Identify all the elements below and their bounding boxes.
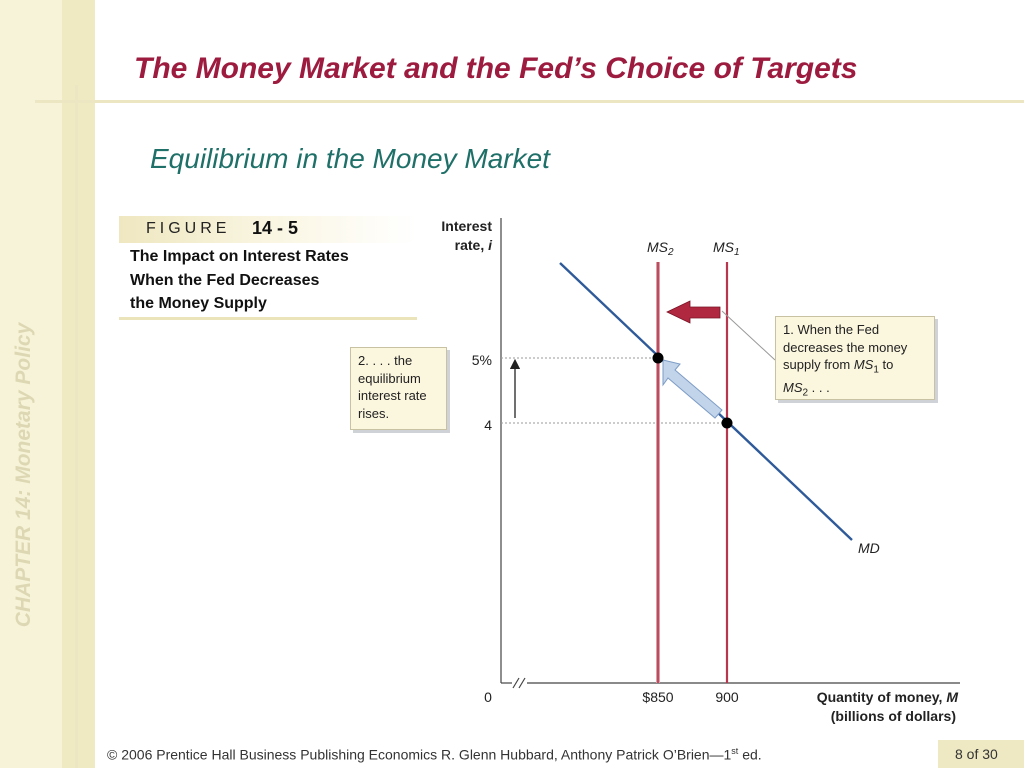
shift-left-arrow bbox=[666, 300, 721, 324]
equilibrium-point-new bbox=[652, 352, 664, 364]
x-axis-label: (billions of dollars) bbox=[831, 708, 956, 724]
axis-break-mark bbox=[512, 677, 520, 689]
note-line: decreases the money bbox=[783, 339, 908, 355]
figure-caption: The Impact on Interest Rates When the Fe… bbox=[130, 245, 349, 316]
y-tick-label: 4 bbox=[484, 417, 492, 433]
figure-caption-line: the Money Supply bbox=[130, 295, 267, 312]
movement-arrow bbox=[662, 359, 723, 419]
x-axis-label: Quantity of money, M bbox=[817, 689, 959, 705]
x-tick-label: 900 bbox=[715, 689, 739, 705]
y-tick-label: 5% bbox=[472, 352, 492, 368]
figure-caption-line: The Impact on Interest Rates bbox=[130, 248, 349, 265]
figure-caption-underline bbox=[119, 317, 417, 320]
note-connector bbox=[721, 310, 776, 361]
footer-credit: © 2006 Prentice Hall Business Publishing… bbox=[107, 746, 762, 763]
title-divider bbox=[35, 100, 1024, 103]
note-line: 1. When the Fed bbox=[783, 322, 880, 337]
note-interest-rate-rises: 2. . . . the equilibrium interest rate r… bbox=[350, 347, 447, 430]
origin-label: 0 bbox=[484, 689, 492, 705]
page-number: 8 of 30 bbox=[955, 746, 998, 762]
figure-number: 14 - 5 bbox=[252, 218, 299, 238]
slide-subtitle: Equilibrium in the Money Market bbox=[150, 143, 550, 174]
md-label: MD bbox=[858, 540, 880, 556]
slide-title: The Money Market and the Fed’s Choice of… bbox=[134, 52, 858, 85]
page-number-box bbox=[938, 740, 1024, 768]
equilibrium-point-old bbox=[721, 417, 733, 429]
figure-caption-line: When the Fed Decreases bbox=[130, 271, 320, 289]
note-line: equilibrium bbox=[358, 370, 421, 386]
note-line: 2. . . . the bbox=[358, 353, 413, 368]
note-line: rises. bbox=[358, 405, 390, 421]
ms1-label: MS1 bbox=[713, 239, 740, 258]
ms2-label: MS2 bbox=[647, 239, 674, 258]
sidebar-divider bbox=[75, 85, 78, 768]
axis-break-mark bbox=[518, 677, 526, 689]
figure-header-band bbox=[119, 216, 417, 243]
figure-word: FIGURE bbox=[146, 220, 231, 237]
y-axis-label: rate, i bbox=[455, 237, 493, 253]
note-fed-decreases-supply: 1. When the Fed decreases the money supp… bbox=[775, 316, 935, 400]
sidebar-stripe bbox=[62, 0, 95, 768]
y-axis-label: Interest bbox=[441, 218, 492, 234]
x-tick-label: $850 bbox=[642, 689, 673, 705]
note-line: supply from MS1 to bbox=[783, 357, 894, 376]
note-line: interest rate bbox=[358, 388, 427, 403]
note-line: MS2 . . . bbox=[783, 380, 830, 399]
